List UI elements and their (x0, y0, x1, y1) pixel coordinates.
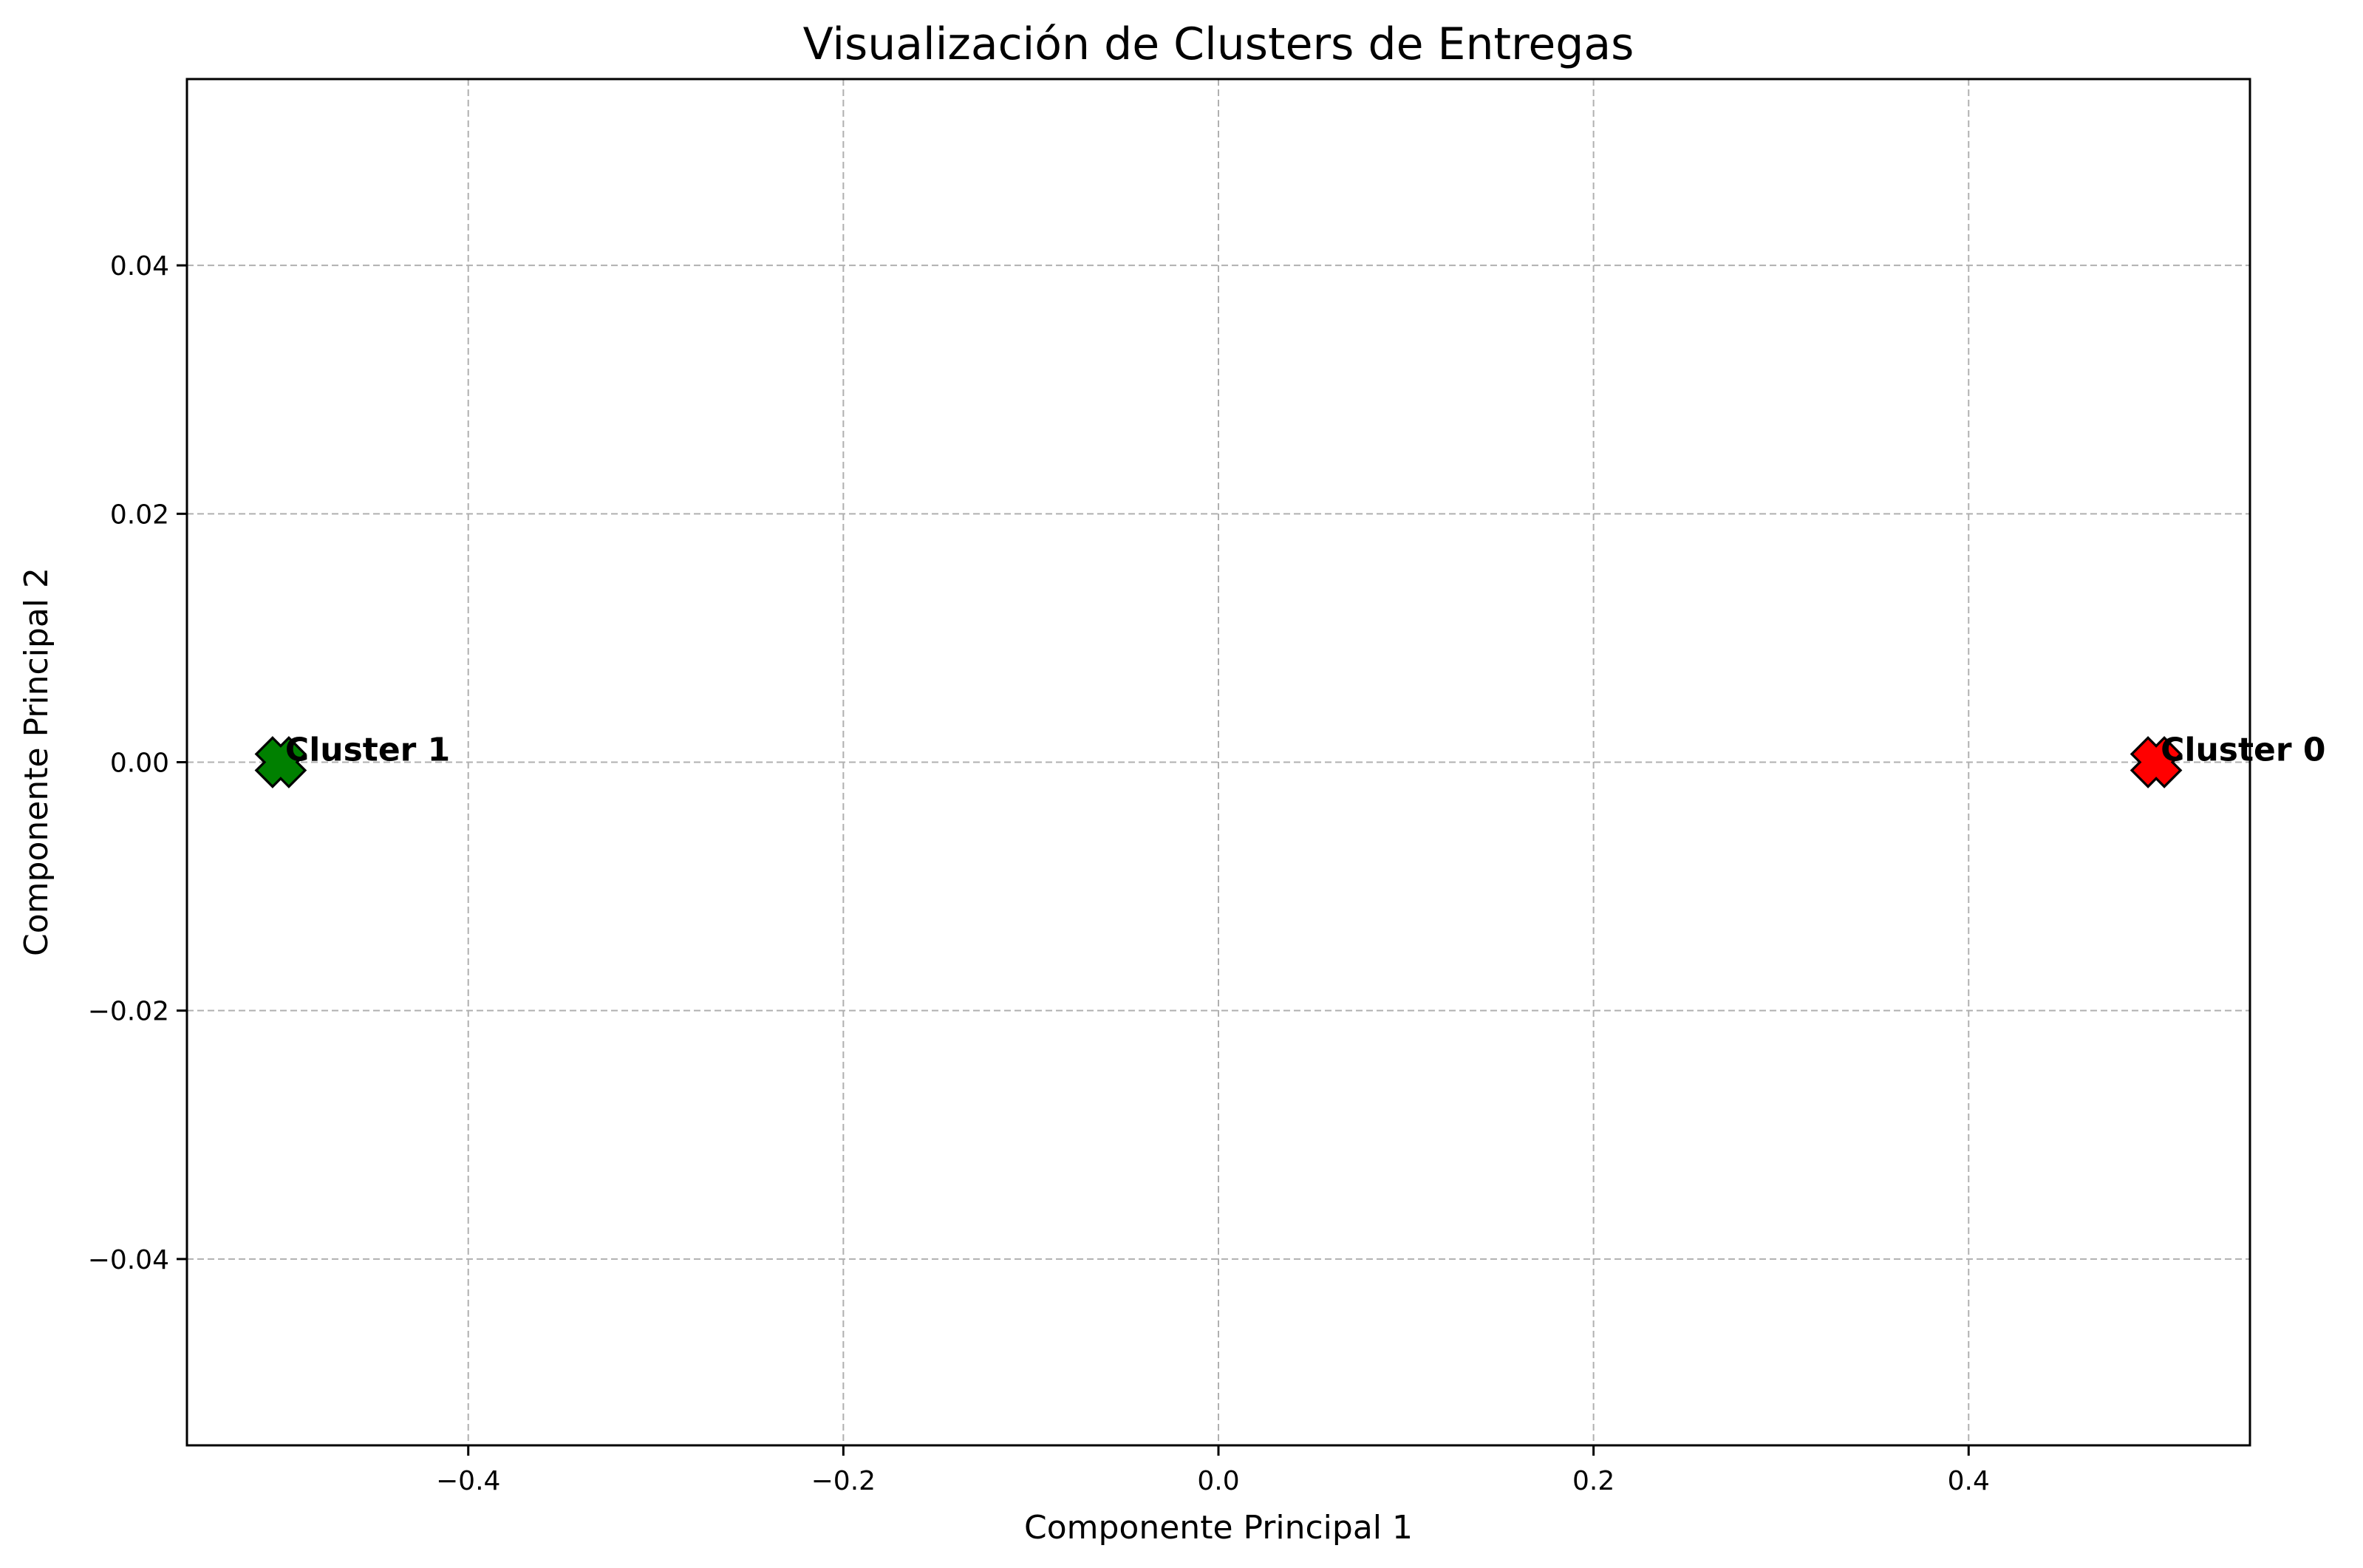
cluster-point-label: Cluster 1 (285, 732, 450, 769)
x-tick-label: −0.4 (436, 1466, 500, 1496)
y-tick-label: 0.00 (110, 749, 169, 779)
y-tick-label: −0.04 (88, 1245, 169, 1275)
points-layer: Cluster 1 Cluster 0 (254, 732, 2325, 788)
cluster-point-label: Cluster 0 (2161, 732, 2325, 769)
x-axis-label: Componente Principal 1 (1024, 1509, 1413, 1547)
cluster-point-marker (2130, 736, 2183, 788)
x-tick-label: 0.4 (1948, 1466, 1990, 1496)
x-tick-label: −0.2 (811, 1466, 876, 1496)
chart-title: Visualización de Clusters de Entregas (803, 18, 1634, 70)
plot-area-frame (185, 78, 2251, 1447)
cluster-point-marker (254, 736, 307, 788)
y-tick-label: −0.02 (88, 997, 169, 1027)
y-axis-label: Componente Principal 2 (18, 567, 55, 956)
x-tick-label: 0.0 (1197, 1466, 1239, 1496)
y-tick-label: 0.02 (110, 500, 169, 530)
ticks-layer: −0.4 −0.2 0.0 0.2 0.4 −0.04 −0.02 0.00 0.02 0.04 (88, 251, 1990, 1496)
x-tick-label: 0.2 (1572, 1466, 1614, 1496)
y-tick-label: 0.04 (110, 251, 169, 282)
grid-layer (187, 79, 2250, 1445)
